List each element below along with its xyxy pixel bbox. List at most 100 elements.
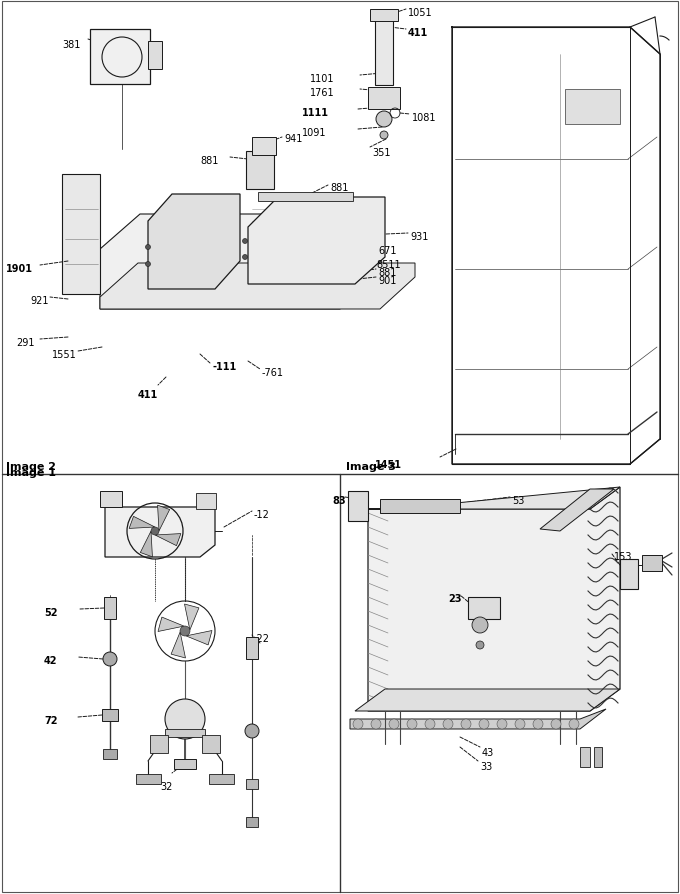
Text: 1091: 1091 — [302, 128, 326, 138]
Text: 411: 411 — [408, 28, 428, 38]
Text: 351: 351 — [372, 148, 390, 158]
Circle shape — [461, 719, 471, 730]
Circle shape — [180, 627, 190, 637]
Text: -22: -22 — [254, 633, 270, 644]
Text: -12: -12 — [254, 510, 270, 519]
Text: 72: 72 — [44, 715, 58, 725]
Bar — [104, 597, 116, 620]
Text: 1761: 1761 — [310, 88, 335, 97]
Text: 43: 43 — [482, 747, 494, 757]
Circle shape — [380, 131, 388, 139]
Text: 23: 23 — [448, 594, 462, 603]
Circle shape — [497, 719, 507, 730]
Polygon shape — [186, 631, 212, 645]
Polygon shape — [355, 689, 620, 712]
Bar — [594, 747, 602, 767]
Bar — [246, 152, 274, 190]
Polygon shape — [368, 487, 620, 712]
Text: 881: 881 — [330, 182, 348, 193]
Bar — [580, 747, 590, 767]
Text: -111: -111 — [212, 361, 236, 372]
Text: 8511: 8511 — [376, 260, 401, 270]
Text: 291: 291 — [16, 338, 35, 348]
Bar — [246, 817, 258, 827]
Bar — [252, 138, 276, 156]
Bar — [100, 492, 122, 508]
Text: 881: 881 — [200, 156, 218, 165]
Circle shape — [389, 719, 399, 730]
Polygon shape — [100, 264, 415, 309]
Bar — [380, 500, 460, 513]
Circle shape — [476, 641, 484, 649]
Polygon shape — [148, 195, 240, 290]
Polygon shape — [62, 175, 100, 295]
Bar — [370, 10, 398, 22]
Bar — [209, 774, 234, 784]
Bar — [565, 90, 620, 125]
Circle shape — [376, 112, 392, 128]
Circle shape — [146, 262, 150, 267]
Bar — [102, 709, 118, 721]
Circle shape — [165, 699, 205, 739]
Circle shape — [443, 719, 453, 730]
Circle shape — [569, 719, 579, 730]
Text: 52: 52 — [44, 607, 58, 618]
Text: 53: 53 — [512, 495, 524, 505]
Text: 1101: 1101 — [310, 74, 335, 84]
Text: 411: 411 — [138, 390, 158, 400]
Text: 381: 381 — [62, 40, 80, 50]
Polygon shape — [171, 632, 186, 658]
Text: Image 1: Image 1 — [6, 468, 56, 477]
Text: 1451: 1451 — [375, 460, 402, 469]
Polygon shape — [155, 534, 181, 546]
Polygon shape — [368, 487, 620, 510]
Bar — [348, 492, 368, 521]
Polygon shape — [350, 709, 606, 730]
Text: 1901: 1901 — [6, 264, 33, 274]
Polygon shape — [100, 215, 380, 309]
Text: 1111: 1111 — [302, 108, 329, 118]
Bar — [368, 88, 400, 110]
Circle shape — [551, 719, 561, 730]
Circle shape — [371, 719, 381, 730]
Text: 153: 153 — [614, 552, 632, 561]
Text: Image 2: Image 2 — [6, 461, 56, 471]
Bar — [165, 730, 205, 738]
Text: 83: 83 — [332, 495, 345, 505]
Polygon shape — [105, 495, 215, 557]
Text: 1551: 1551 — [52, 350, 77, 359]
Bar — [468, 597, 500, 620]
Text: 1051: 1051 — [408, 8, 432, 18]
Polygon shape — [129, 517, 155, 529]
Polygon shape — [158, 618, 184, 632]
Circle shape — [515, 719, 525, 730]
Bar — [246, 780, 258, 789]
Text: 921: 921 — [30, 296, 48, 306]
Circle shape — [103, 653, 117, 666]
Circle shape — [245, 724, 259, 738]
Circle shape — [146, 245, 150, 250]
Bar — [90, 30, 150, 85]
Text: 931: 931 — [410, 232, 428, 241]
Bar — [174, 759, 196, 769]
Text: 33: 33 — [480, 761, 492, 772]
Text: 901: 901 — [378, 275, 396, 286]
Text: 32: 32 — [160, 781, 172, 791]
Circle shape — [407, 719, 417, 730]
Circle shape — [425, 719, 435, 730]
Circle shape — [533, 719, 543, 730]
Bar — [148, 42, 162, 70]
Text: -761: -761 — [262, 367, 284, 377]
Circle shape — [243, 240, 248, 244]
Text: 1081: 1081 — [412, 113, 437, 122]
Text: 42: 42 — [44, 655, 58, 665]
Polygon shape — [248, 198, 385, 284]
Text: 671: 671 — [378, 246, 396, 256]
Circle shape — [243, 255, 248, 260]
Circle shape — [353, 719, 363, 730]
Bar — [136, 774, 161, 784]
Bar — [375, 18, 393, 86]
Circle shape — [479, 719, 489, 730]
Bar — [620, 560, 638, 589]
Text: 941: 941 — [284, 134, 303, 144]
